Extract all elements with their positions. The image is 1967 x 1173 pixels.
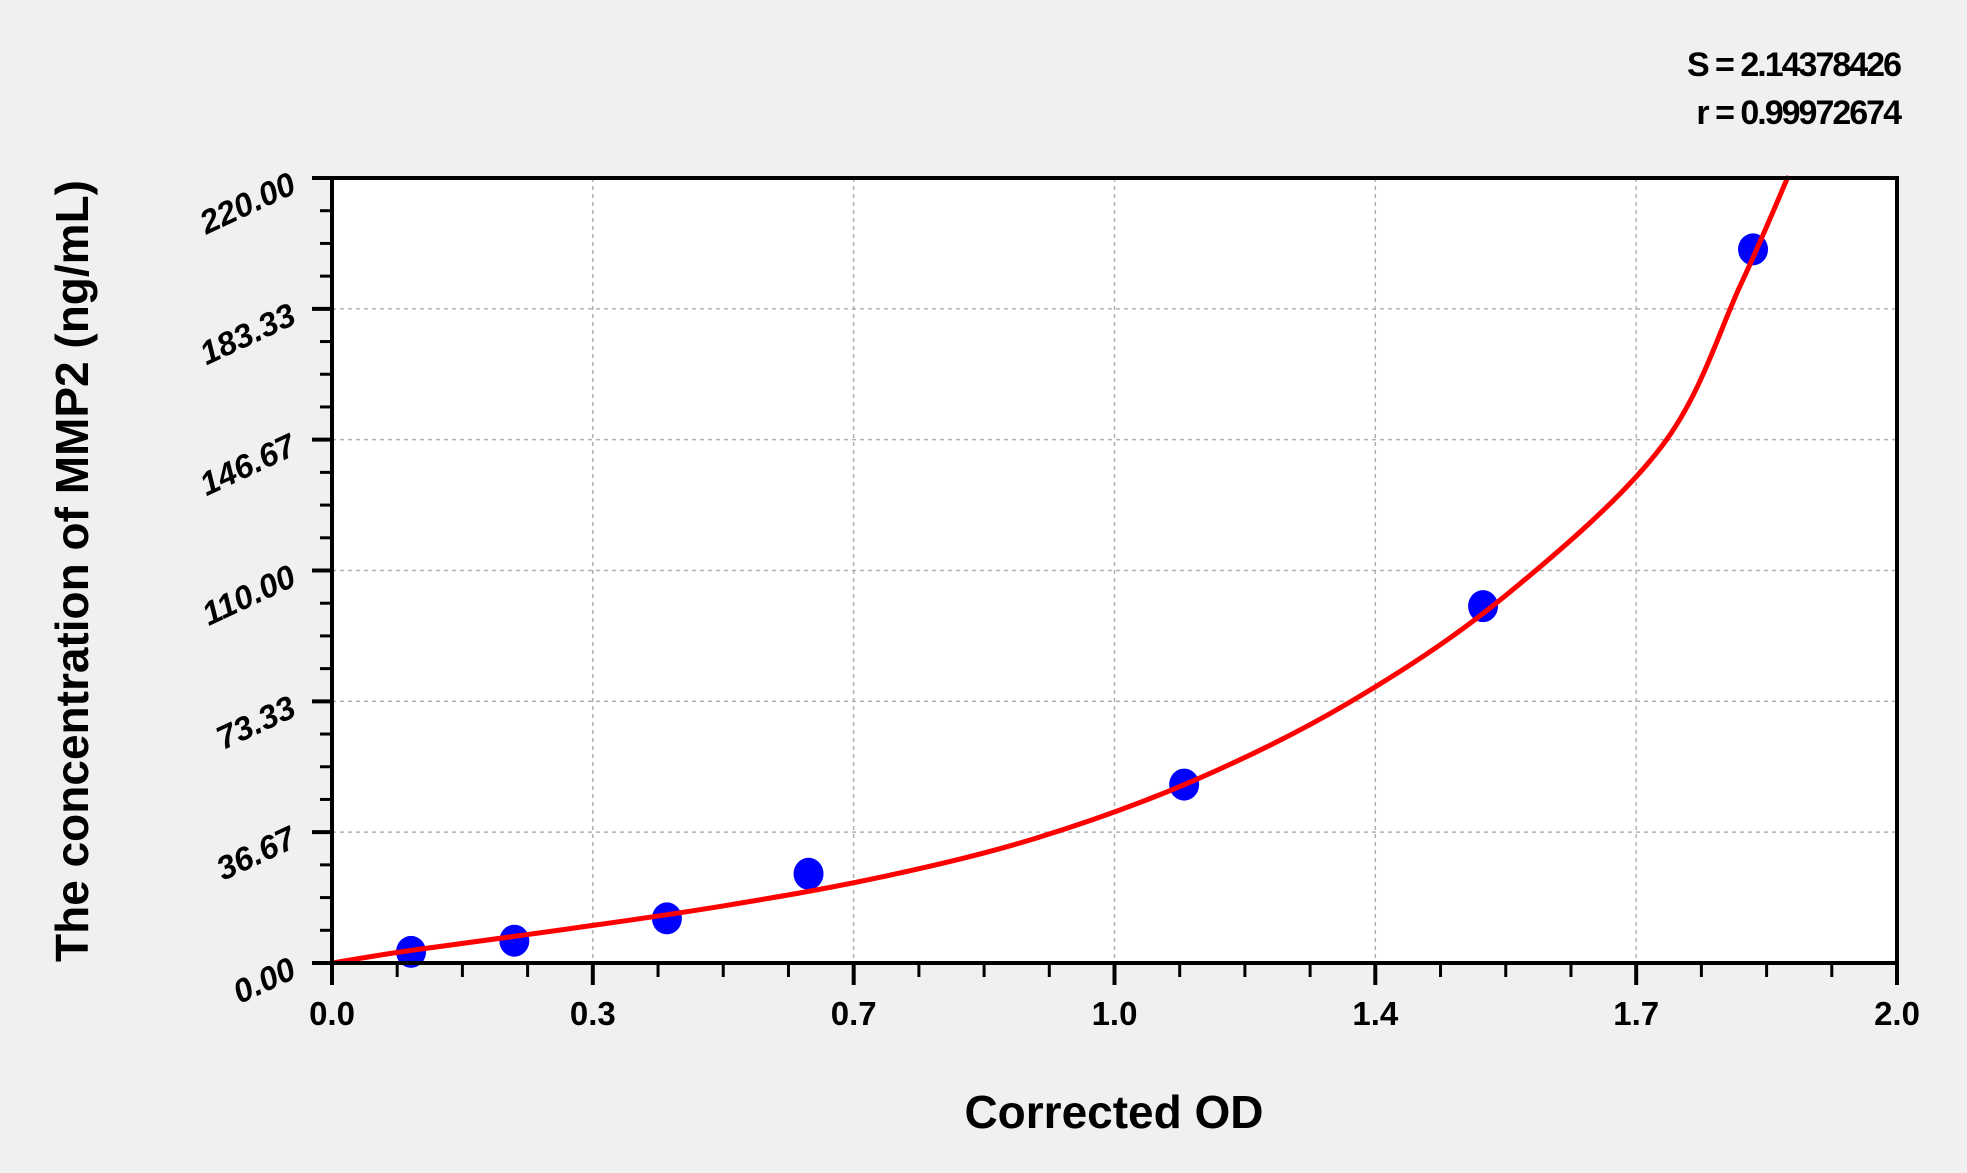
- x-tick-label: 1.0: [1092, 995, 1138, 1032]
- fit-curve: [329, 175, 1790, 966]
- x-tick-label: 1.7: [1613, 995, 1659, 1032]
- data-point: [651, 902, 682, 935]
- r-annotation: r = 0.99972674: [1696, 94, 1902, 132]
- data-point: [499, 924, 530, 957]
- y-tick-label: 146.67: [194, 426, 303, 503]
- data-point: [793, 857, 824, 890]
- y-tick-label: 110.00: [196, 557, 301, 632]
- x-tick-label: 0.3: [570, 995, 616, 1032]
- x-tick-label: 1.4: [1352, 995, 1399, 1032]
- grid: [332, 178, 1897, 963]
- x-axis-title: Corrected OD: [964, 1086, 1263, 1138]
- data-point: [1468, 590, 1499, 623]
- x-tick-label: 2.0: [1874, 995, 1920, 1032]
- y-axis-title: The concentration of MMP2 (ng/mL): [46, 180, 98, 962]
- y-tick-label: 0.00: [227, 950, 301, 1011]
- x-tick-label: 0.7: [831, 995, 877, 1032]
- y-tick-label: 220.00: [193, 165, 302, 242]
- s-annotation: S = 2.14378426: [1687, 46, 1901, 84]
- y-tick-label: 73.33: [210, 688, 300, 756]
- points-layer: [396, 233, 1769, 968]
- x-tick-label: 0.0: [309, 995, 355, 1032]
- y-tick-label: 36.67: [210, 818, 302, 887]
- fit-curve-layer: [329, 175, 1790, 966]
- y-tick-label: 183.33: [194, 296, 301, 372]
